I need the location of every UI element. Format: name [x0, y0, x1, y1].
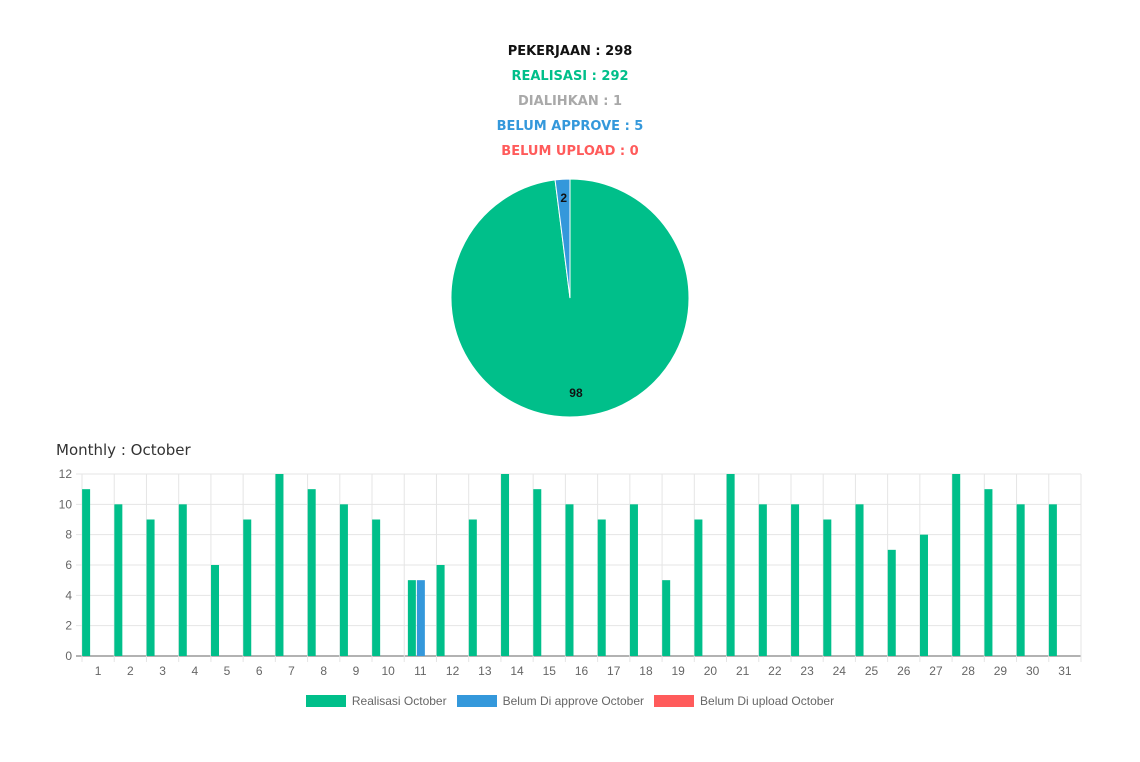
- bar-realisasi-23: [791, 504, 800, 656]
- bar-realisasi-27: [919, 534, 928, 656]
- summary-realisasi: REALISASI : 292: [511, 69, 629, 84]
- x-tick-17: 17: [607, 664, 621, 678]
- bar-realisasi-4: [178, 504, 187, 656]
- bar-belum-approve-11: [416, 580, 425, 656]
- legend-label-realisasi: Realisasi October: [351, 694, 447, 708]
- bar-realisasi-17: [597, 519, 606, 656]
- x-tick-22: 22: [768, 664, 782, 678]
- x-tick-4: 4: [191, 664, 198, 678]
- bar-chart-legend: Realisasi October Belum Di approve Octob…: [0, 694, 1140, 708]
- bar-realisasi-13: [468, 519, 477, 656]
- bar-realisasi-12: [436, 565, 445, 656]
- x-tick-25: 25: [865, 664, 879, 678]
- bar-realisasi-14: [501, 474, 510, 656]
- x-tick-9: 9: [353, 664, 360, 678]
- bar-realisasi-20: [694, 519, 703, 656]
- bar-realisasi-22: [758, 504, 767, 656]
- x-tick-16: 16: [575, 664, 589, 678]
- bar-realisasi-28: [952, 474, 961, 656]
- bar-realisasi-18: [629, 504, 638, 656]
- x-tick-7: 7: [288, 664, 295, 678]
- bar-realisasi-11: [407, 580, 416, 656]
- y-tick-0: 0: [65, 649, 72, 663]
- bar-realisasi-31: [1048, 504, 1057, 656]
- bar-realisasi-9: [339, 504, 348, 656]
- y-tick-4: 4: [65, 588, 72, 602]
- x-tick-26: 26: [897, 664, 911, 678]
- x-tick-20: 20: [704, 664, 718, 678]
- pie-label-2: 2: [560, 191, 567, 205]
- summary-pekerjaan: PEKERJAAN : 298: [507, 44, 633, 59]
- x-tick-28: 28: [962, 664, 976, 678]
- legend-swatch-realisasi: [305, 695, 346, 707]
- x-tick-11: 11: [414, 664, 427, 678]
- x-tick-14: 14: [510, 664, 524, 678]
- bar-realisasi-29: [984, 489, 993, 656]
- legend-label-belum-approve: Belum Di approve October: [502, 694, 645, 708]
- x-tick-29: 29: [994, 664, 1008, 678]
- pie-chart: 98 2: [450, 178, 690, 418]
- legend-swatch-belum-approve: [456, 695, 497, 707]
- x-tick-23: 23: [800, 664, 814, 678]
- bar-realisasi-5: [211, 565, 220, 656]
- pie-slice-2: [554, 178, 571, 299]
- summary-belum-upload: BELUM UPLOAD : 0: [501, 144, 639, 159]
- y-tick-6: 6: [65, 558, 72, 572]
- x-tick-2: 2: [127, 664, 134, 678]
- y-tick-8: 8: [65, 528, 72, 542]
- x-tick-3: 3: [159, 664, 166, 678]
- bar-realisasi-19: [662, 580, 671, 656]
- legend-label-belum-upload: Belum Di upload October: [700, 694, 835, 708]
- y-tick-2: 2: [65, 619, 72, 633]
- legend-item-realisasi[interactable]: Realisasi October: [305, 694, 447, 708]
- x-tick-19: 19: [671, 664, 685, 678]
- bar-realisasi-21: [726, 474, 735, 656]
- x-tick-5: 5: [224, 664, 231, 678]
- bar-realisasi-7: [275, 474, 284, 656]
- legend-item-belum-upload[interactable]: Belum Di upload October: [654, 694, 834, 708]
- x-tick-8: 8: [320, 664, 327, 678]
- bar-realisasi-10: [372, 519, 381, 656]
- bar-realisasi-24: [823, 519, 832, 656]
- legend-item-belum-approve[interactable]: Belum Di approve October: [456, 694, 645, 708]
- x-tick-12: 12: [446, 664, 460, 678]
- x-tick-30: 30: [1026, 664, 1040, 678]
- summary-dialihkan: DIALIHKAN : 1: [518, 94, 622, 109]
- bar-realisasi-30: [1016, 504, 1025, 656]
- x-tick-21: 21: [736, 664, 750, 678]
- bar-realisasi-25: [855, 504, 864, 656]
- x-tick-18: 18: [639, 664, 653, 678]
- bar-realisasi-8: [307, 489, 316, 656]
- x-tick-10: 10: [381, 664, 395, 678]
- bar-realisasi-16: [565, 504, 574, 656]
- x-tick-1: 1: [95, 664, 102, 678]
- bar-realisasi-1: [82, 489, 91, 656]
- y-tick-10: 10: [59, 497, 73, 511]
- summary-belum-approve: BELUM APPROVE : 5: [496, 119, 644, 134]
- y-tick-12: 12: [59, 467, 73, 481]
- x-tick-27: 27: [929, 664, 943, 678]
- bar-realisasi-15: [533, 489, 542, 656]
- x-tick-13: 13: [478, 664, 492, 678]
- x-tick-24: 24: [833, 664, 847, 678]
- x-tick-31: 31: [1058, 664, 1072, 678]
- bar-realisasi-2: [114, 504, 123, 656]
- bar-realisasi-6: [243, 519, 252, 656]
- bar-realisasi-26: [887, 549, 896, 656]
- bar-realisasi-3: [146, 519, 155, 656]
- x-tick-6: 6: [256, 664, 263, 678]
- legend-swatch-belum-upload: [654, 695, 695, 707]
- pie-label-1: 98: [569, 386, 583, 400]
- bar-chart-title: Monthly : October: [56, 441, 191, 459]
- x-tick-15: 15: [543, 664, 557, 678]
